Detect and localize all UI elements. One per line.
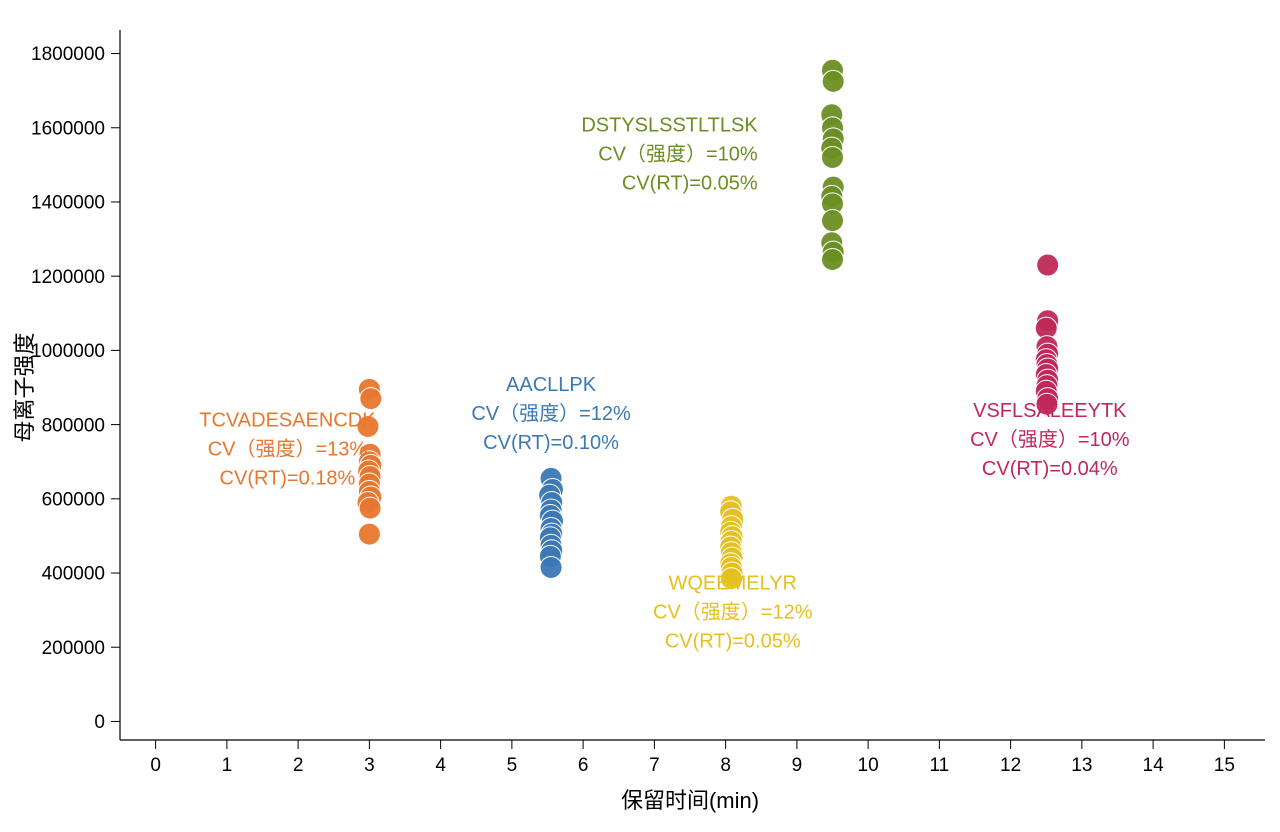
scatter-chart: 0123456789101112131415020000040000060000…	[0, 0, 1280, 832]
x-tick-label: 4	[435, 755, 446, 776]
x-tick-label: 2	[293, 755, 304, 776]
x-tick-label: 0	[150, 755, 161, 776]
y-tick-label: 1200000	[31, 267, 105, 288]
series-cv-intensity: CV（强度）=12%	[471, 402, 631, 425]
y-tick-label: 200000	[42, 638, 105, 659]
x-tick-label: 3	[364, 755, 375, 776]
series-cv-rt: CV(RT)=0.04%	[982, 458, 1118, 480]
y-tick-label: 600000	[42, 489, 105, 510]
data-point	[358, 523, 380, 545]
y-tick-label: 1600000	[31, 118, 105, 139]
x-tick-label: 7	[649, 755, 660, 776]
data-point	[1037, 254, 1059, 276]
series-label: DSTYSLSSTLTLSK	[581, 114, 758, 136]
data-point	[822, 210, 844, 232]
data-point	[822, 70, 844, 92]
x-tick-label: 12	[1000, 755, 1021, 776]
y-tick-label: 400000	[42, 564, 105, 585]
y-axis-label: 母离子强度	[12, 332, 37, 442]
data-point	[359, 497, 381, 519]
series-cv-intensity: CV（强度）=10%	[598, 142, 758, 165]
series-cv-intensity: CV（强度）=10%	[970, 428, 1130, 451]
x-axis-label: 保留时间(min)	[621, 788, 759, 813]
series-cv-rt: CV(RT)=0.10%	[483, 432, 619, 454]
series-label: TCVADESAENCDK	[199, 409, 376, 431]
series-cv-rt: CV(RT)=0.18%	[220, 467, 356, 489]
series-cv-intensity: CV（强度）=13%	[208, 437, 368, 460]
y-tick-label: 1800000	[31, 44, 105, 65]
data-point	[540, 556, 562, 578]
x-tick-label: 8	[720, 755, 731, 776]
y-tick-label: 800000	[42, 415, 105, 436]
data-point	[822, 248, 844, 270]
series-label: VSFLSALEEYTK	[973, 400, 1127, 422]
x-tick-label: 13	[1071, 755, 1092, 776]
x-tick-label: 15	[1214, 755, 1235, 776]
series-cv-rt: CV(RT)=0.05%	[665, 631, 801, 653]
x-tick-label: 9	[792, 755, 803, 776]
series-label: WQEEMELYR	[668, 573, 797, 595]
y-tick-label: 1400000	[31, 193, 105, 214]
x-tick-label: 14	[1143, 755, 1165, 776]
series-label: AACLLPK	[506, 374, 597, 396]
data-point	[360, 388, 382, 410]
y-tick-label: 0	[94, 712, 105, 733]
x-tick-label: 5	[507, 755, 518, 776]
x-tick-label: 10	[858, 755, 879, 776]
y-tick-label: 1000000	[31, 341, 105, 362]
series-cv-rt: CV(RT)=0.05%	[622, 172, 758, 194]
series-cv-intensity: CV（强度）=12%	[653, 601, 813, 624]
data-point	[822, 146, 844, 168]
x-tick-label: 11	[930, 755, 950, 776]
x-tick-label: 1	[222, 755, 233, 776]
x-tick-label: 6	[578, 755, 589, 776]
